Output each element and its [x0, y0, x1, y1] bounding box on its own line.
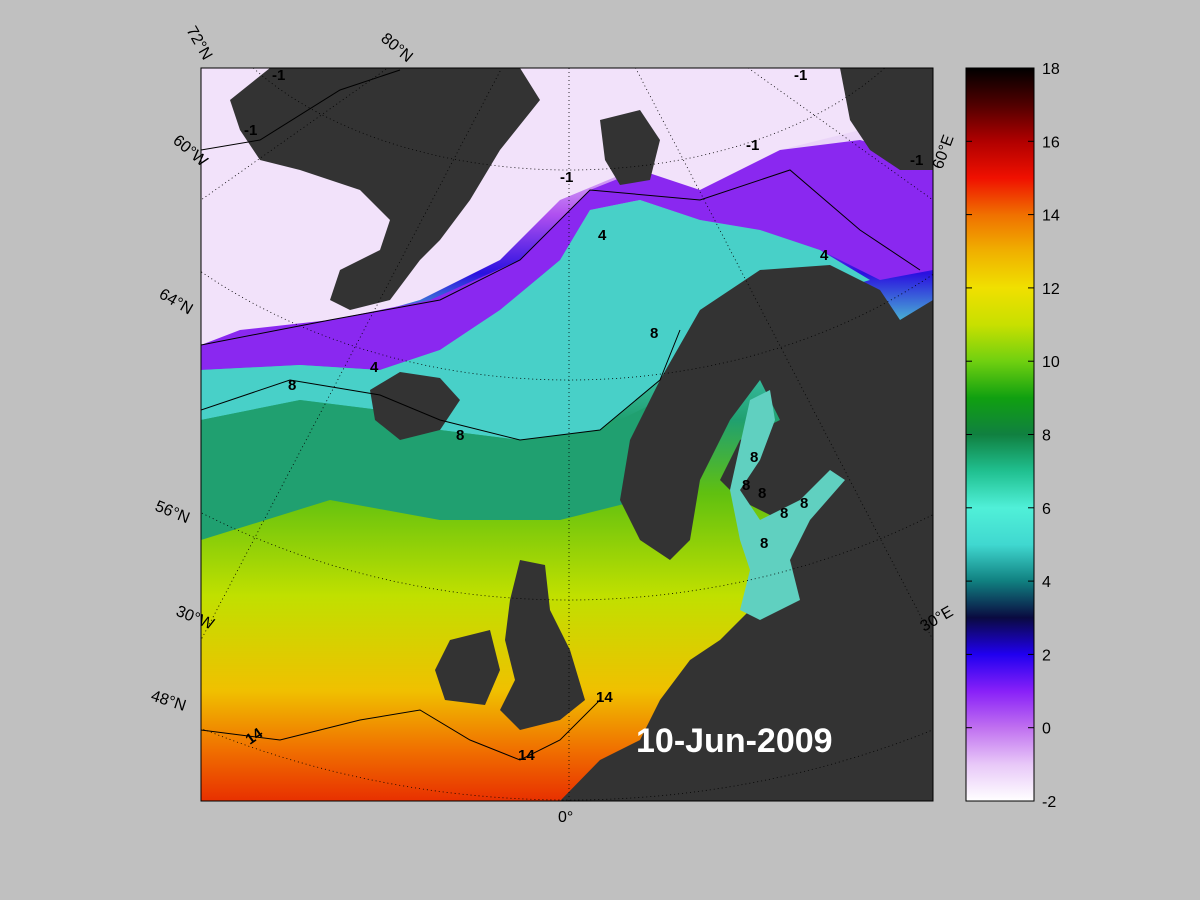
colorbar-tick-label: 12	[1042, 281, 1060, 298]
colorbar-tick-label: 18	[1042, 61, 1060, 78]
colorbar-tick-label: 6	[1042, 501, 1051, 518]
map-panel[interactable]: -1 -1 -1 -1 -1 -1 4 4 4 8 8 8 8 8 8 8 8 …	[0, 0, 1200, 801]
colorbar-gradient	[965, 67, 1035, 802]
latitude-label-56n: 56°N	[153, 498, 193, 527]
contour-label: -1	[794, 67, 807, 84]
contour-label: -1	[272, 67, 285, 84]
greenland-landmass	[230, 68, 540, 310]
longitude-label-60e: 60°E	[930, 133, 958, 172]
green-teal-band	[201, 400, 660, 540]
contour-label: 8	[760, 535, 768, 552]
colorbar-tick-label: -2	[1042, 794, 1056, 811]
colorbar-tick-label: 14	[1042, 208, 1060, 225]
colorbar: 18 16 14 12 10 8 6 4 2 0 -2	[965, 61, 1060, 811]
contour-label: 8	[750, 449, 758, 466]
contour-label: 4	[820, 247, 829, 264]
contour-label: 4	[598, 227, 607, 244]
contour-label: 8	[800, 495, 808, 512]
contour-line-8	[201, 329, 681, 441]
contour-label: -1	[244, 122, 257, 139]
latitude-label-64n: 64°N	[156, 286, 195, 319]
contour-label: 8	[742, 477, 750, 494]
latitude-label-48n: 48°N	[149, 688, 188, 715]
colorbar-tick-label: 8	[1042, 428, 1051, 445]
map-frame	[200, 67, 934, 802]
contour-label: 8	[650, 325, 658, 342]
contour-label: 8	[288, 377, 296, 394]
contour-label: 8	[456, 427, 464, 444]
colorbar-ticks: 18 16 14 12 10 8 6 4 2 0 -2	[966, 61, 1060, 811]
contour-label: -1	[560, 169, 573, 186]
contour-label: 4	[370, 359, 379, 376]
contour-label: 14	[518, 747, 535, 764]
meridian-label-80n: 80°N	[377, 30, 415, 66]
contour-label: 14	[596, 689, 613, 706]
contour-line-14	[201, 699, 601, 761]
colorbar-tick-label: 10	[1042, 354, 1060, 371]
contour-label: 8	[758, 485, 766, 502]
great-britain-landmass	[500, 560, 585, 730]
svalbard-landmass	[600, 110, 660, 185]
contour-label: -1	[910, 152, 923, 169]
latitude-label-72n: 72°N	[183, 24, 216, 63]
scandinavia-landmass	[560, 265, 933, 801]
contour-line-4	[201, 169, 921, 346]
baltic-sea	[730, 390, 845, 620]
colorbar-tick-label: 0	[1042, 721, 1051, 738]
colorbar-tick-label: 2	[1042, 647, 1051, 664]
ireland-landmass	[435, 630, 500, 705]
graticule	[201, 68, 933, 801]
novaya-zemlya-landmass	[840, 68, 933, 170]
iceland-landmass	[370, 372, 460, 440]
colorbar-tick-label: 16	[1042, 134, 1060, 151]
contour-label: -1	[746, 137, 759, 154]
contour-label: 8	[780, 505, 788, 522]
arctic-purple-band	[201, 140, 933, 370]
colorbar-tick-label: 4	[1042, 574, 1051, 591]
contour-line-minus1	[201, 69, 401, 151]
longitude-label-0: 0°	[558, 809, 573, 826]
cyan-band	[201, 200, 870, 440]
date-label: 10-Jun-2009	[636, 722, 833, 760]
